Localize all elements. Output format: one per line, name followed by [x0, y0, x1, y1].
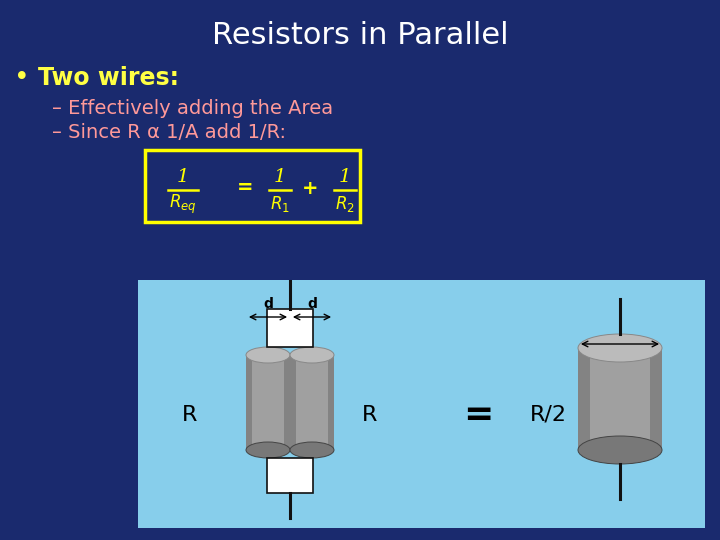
Text: $R_{eq}$: $R_{eq}$ [169, 192, 197, 215]
Ellipse shape [290, 347, 334, 363]
Text: $R_2$: $R_2$ [335, 194, 355, 214]
Text: Resistors in Parallel: Resistors in Parallel [212, 21, 508, 50]
Bar [145, 150, 360, 222]
Text: 1: 1 [274, 168, 286, 186]
Text: $R_1$: $R_1$ [270, 194, 290, 214]
Bar [267, 458, 313, 493]
Text: =: = [463, 398, 493, 432]
Text: Two wires:: Two wires: [38, 66, 179, 90]
Bar [290, 355, 334, 450]
Ellipse shape [290, 442, 334, 458]
Text: – Effectively adding the Area: – Effectively adding the Area [52, 98, 333, 118]
Bar [578, 348, 662, 450]
Text: =: = [237, 179, 253, 198]
Text: – Since R α 1/A add 1/R:: – Since R α 1/A add 1/R: [52, 124, 286, 143]
Bar [290, 355, 296, 450]
Text: d: d [263, 297, 273, 311]
Bar [267, 309, 313, 347]
Ellipse shape [246, 347, 290, 363]
Ellipse shape [578, 334, 662, 362]
Text: •: • [14, 65, 30, 91]
Bar [578, 348, 590, 450]
Text: R/2: R/2 [529, 405, 567, 425]
Bar [650, 348, 662, 450]
Text: +: + [302, 179, 318, 198]
Bar [328, 355, 334, 450]
Bar [246, 355, 252, 450]
Text: R: R [362, 405, 378, 425]
Text: 1: 1 [339, 168, 351, 186]
Bar [246, 355, 290, 450]
Ellipse shape [246, 442, 290, 458]
Text: 1: 1 [177, 168, 189, 186]
Bar [138, 280, 705, 528]
Ellipse shape [578, 436, 662, 464]
Text: R: R [182, 405, 198, 425]
Bar [284, 355, 290, 450]
Text: d: d [307, 297, 317, 311]
